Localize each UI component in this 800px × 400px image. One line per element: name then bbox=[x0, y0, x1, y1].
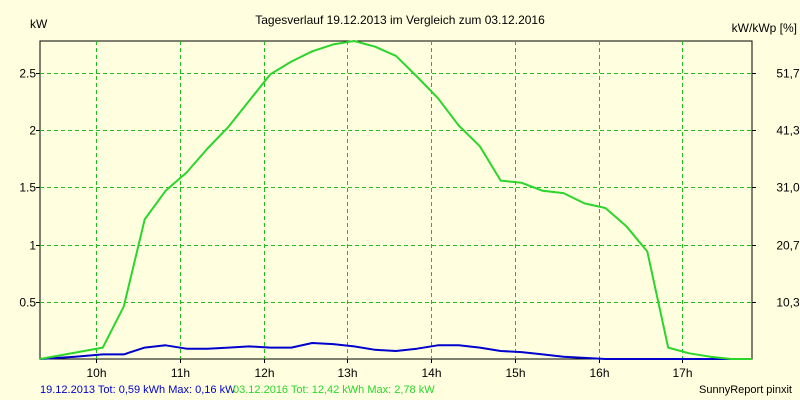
x-tick-label: 15h bbox=[505, 366, 525, 380]
chart: Tagesverlauf 19.12.2013 im Vergleich zum… bbox=[19, 13, 800, 381]
x-tick-label: 17h bbox=[672, 366, 692, 380]
plot-area bbox=[39, 40, 753, 360]
footer: 19.12.2013 Tot: 0,59 kWh Max: 0,16 kW 03… bbox=[0, 380, 800, 400]
y2-tick-label: 41,3 bbox=[776, 124, 800, 138]
legend-entry-2013: 19.12.2013 Tot: 0,59 kWh Max: 0,16 kW bbox=[40, 384, 236, 396]
y2-tick-label: 31,0 bbox=[776, 181, 800, 195]
credit-text: SunnyReport pinxit bbox=[699, 384, 792, 396]
y2-tick-label: 51,7 bbox=[776, 67, 800, 81]
y-tick-label: 2 bbox=[29, 124, 36, 138]
y-tick-label: 1.5 bbox=[19, 181, 36, 195]
x-tick-label: 13h bbox=[337, 366, 357, 380]
x-tick-label: 16h bbox=[589, 366, 609, 380]
y-tick-label: 2.5 bbox=[19, 67, 36, 81]
y2-tick-label: 20,7 bbox=[776, 239, 800, 253]
x-tick-label: 14h bbox=[421, 366, 441, 380]
series-lines bbox=[39, 40, 752, 360]
x-tick-label: 10h bbox=[86, 366, 106, 380]
x-tick-label: 12h bbox=[254, 366, 274, 380]
y-tick-label: 1 bbox=[29, 239, 36, 253]
chart-title: Tagesverlauf 19.12.2013 im Vergleich zum… bbox=[255, 13, 545, 27]
y2-tick-label: 10,3 bbox=[776, 296, 800, 310]
series-line-19.12.2013 bbox=[39, 342, 752, 360]
y-tick-label: 0.5 bbox=[19, 296, 36, 310]
grid bbox=[40, 41, 752, 359]
y-axis-right-label: kW/kWp [%] bbox=[732, 21, 797, 35]
axis-ticks: 10h 11h 12h 13h 14h 15h 16h 17h 0.5 10,3 1 20,7 1.5 3… bbox=[19, 67, 800, 381]
legend-entry-2016: 03.12.2016 Tot: 12,42 kWh Max: 2,78 kW bbox=[233, 384, 435, 396]
x-tick-label: 11h bbox=[171, 366, 190, 380]
series-line-03.12.2016 bbox=[39, 40, 752, 360]
y-axis-left-label: kW bbox=[30, 17, 48, 31]
